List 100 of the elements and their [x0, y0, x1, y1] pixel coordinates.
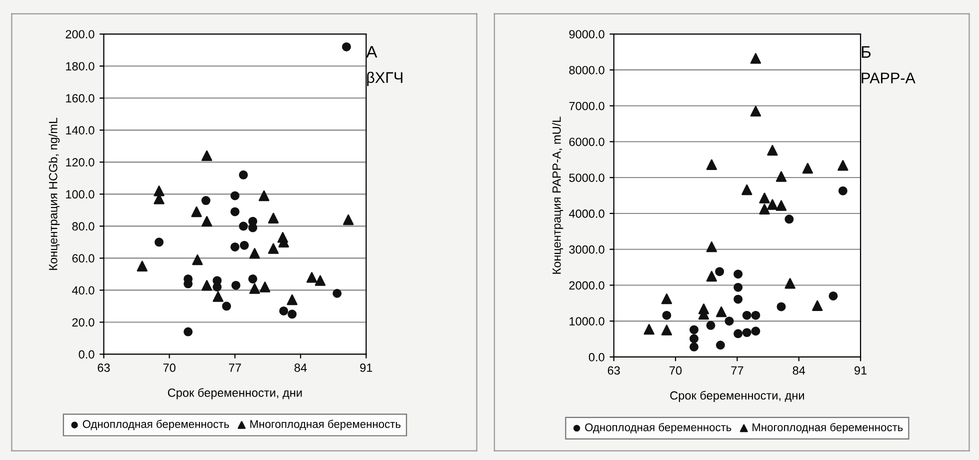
y-tick-label: 6000.0 [569, 138, 604, 146]
x-tick-label: 63 [608, 366, 620, 375]
x-axis-title: Срок беременности, дни [168, 388, 302, 400]
point [742, 310, 752, 320]
point [279, 306, 288, 316]
point [690, 325, 699, 334]
x-tick-label: 84 [792, 366, 806, 375]
point [231, 280, 240, 290]
point [306, 272, 318, 283]
x-tick-label: 63 [98, 364, 110, 372]
x-tick-label: 77 [229, 364, 241, 372]
x-tick-label: 91 [854, 366, 867, 375]
point [662, 310, 672, 320]
point [222, 302, 232, 311]
y-tick-label: 3000.0 [569, 245, 604, 254]
y-tick-label: 40.0 [72, 286, 94, 295]
point [742, 328, 752, 338]
point [776, 200, 787, 211]
point [332, 288, 342, 298]
y-tick-label: 1000.0 [570, 317, 604, 326]
y-axis-title: Концентрация PAPP-A, mU/L [552, 116, 564, 274]
point [661, 293, 672, 304]
text: PAPP-A [862, 72, 916, 84]
y-tick-label: 20.0 [72, 318, 94, 327]
point [734, 282, 743, 292]
x-tick-label: 70 [670, 366, 682, 375]
point [184, 327, 193, 336]
text: βХГЧ [367, 72, 402, 86]
point [751, 326, 760, 336]
text: А [366, 46, 378, 58]
y-tick-label: 180.0 [66, 62, 94, 70]
point [767, 199, 778, 210]
point [812, 300, 823, 312]
y-tick-label: 9000.0 [569, 30, 604, 38]
point [268, 212, 279, 224]
y-tick-label: 200.0 [66, 30, 94, 38]
point [784, 214, 794, 224]
legend-label: Одноплодная беременность [585, 422, 732, 434]
point [661, 324, 672, 336]
point [154, 238, 164, 247]
point [191, 206, 202, 218]
point [260, 282, 270, 292]
point [690, 334, 699, 344]
point [342, 42, 351, 52]
point [258, 190, 270, 202]
point [734, 270, 743, 279]
legend-label: Одноплодная беременность [82, 420, 229, 430]
point [201, 150, 212, 162]
point [342, 214, 354, 226]
point [249, 248, 260, 259]
point [154, 186, 164, 196]
point [212, 291, 224, 302]
point [230, 191, 240, 200]
point [201, 196, 210, 206]
point [759, 192, 770, 204]
x-tick-label: 84 [294, 364, 307, 372]
point [706, 270, 717, 282]
y-tick-label: 0.0 [588, 352, 604, 362]
point [734, 294, 743, 304]
point [201, 280, 212, 291]
point [776, 302, 786, 312]
legend-label: Многоплодная беременность [250, 420, 400, 430]
y-tick-label: 120.0 [66, 158, 94, 166]
point [136, 260, 148, 272]
point [238, 170, 248, 180]
point [802, 162, 814, 174]
y-tick-label: 4000.0 [568, 209, 604, 218]
point [750, 106, 762, 117]
point [286, 294, 298, 306]
point [240, 240, 249, 250]
point [268, 243, 279, 254]
y-tick-label: 60.0 [72, 254, 94, 263]
point [249, 283, 260, 294]
point [742, 184, 752, 196]
point [314, 275, 326, 286]
y-tick-label: 100.0 [66, 190, 94, 199]
y-tick-label: 5000.0 [569, 174, 604, 182]
point [776, 171, 787, 182]
point [734, 329, 743, 338]
point [706, 241, 717, 252]
text: Б [862, 46, 871, 58]
point [230, 207, 240, 216]
y-axis-title: Концентрация HCGb, ng/mL [48, 118, 60, 270]
point [715, 267, 724, 276]
point [784, 278, 796, 289]
point [288, 310, 297, 319]
point [230, 242, 240, 252]
point [248, 274, 258, 284]
y-tick-label: 8000.0 [569, 66, 604, 74]
point [690, 342, 699, 352]
y-tick-label: 2000.0 [569, 281, 604, 290]
point [201, 216, 212, 227]
x-axis-title: Срок беременности, дни [670, 390, 804, 402]
point [238, 222, 248, 231]
point [767, 144, 778, 156]
y-tick-label: 140.0 [66, 126, 94, 134]
x-tick-label: 70 [163, 364, 176, 372]
legend-label: Многоплодная беременность [752, 422, 903, 434]
point [828, 291, 838, 300]
point [706, 320, 716, 330]
